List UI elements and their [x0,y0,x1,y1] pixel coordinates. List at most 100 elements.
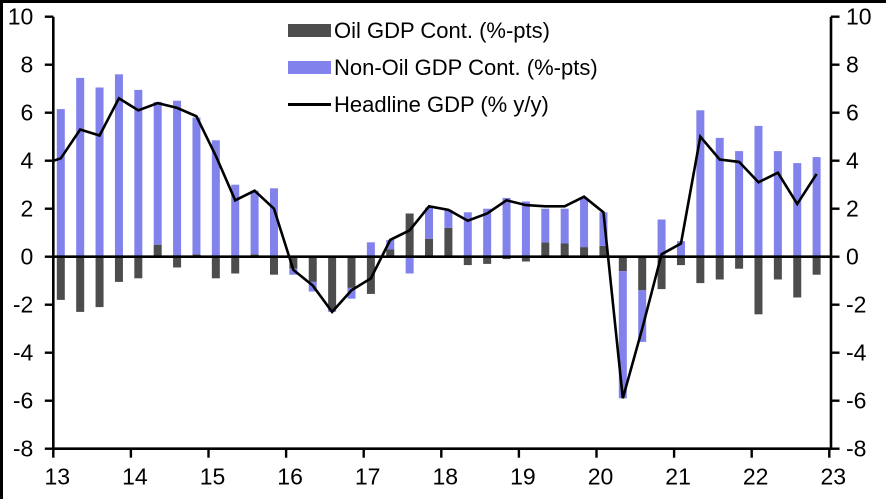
oil-bar [76,256,85,312]
y-axis-label-right: 10 [846,4,872,30]
oil-bar [618,256,627,272]
nonoil-bar [211,140,220,257]
frame-top [0,0,886,3]
nonoil-bar [599,212,608,246]
nonoil-bar [231,184,240,257]
oil-bar [638,256,647,291]
nonoil-bar [618,271,627,399]
nonoil-bar [366,242,375,257]
nonoil-bar [560,208,569,244]
nonoil-bar [173,100,182,257]
oil-bar [95,256,104,308]
nonoil-bar [250,190,259,255]
y-axis-label-right: -6 [846,388,866,414]
oil-bar [812,256,821,275]
legend-label-headline: Headline GDP (% y/y) [334,91,549,117]
y-axis-label-right: 2 [846,196,859,222]
nonoil-bar [95,87,104,257]
y-axis-label-left: 8 [21,52,34,78]
x-axis-label: 21 [665,464,691,490]
nonoil-bar [76,77,85,257]
nonoil-bar [134,89,143,257]
legend-item-nonoil: Non-Oil GDP Cont. (%-pts) [288,49,598,86]
nonoil-bar [405,256,414,274]
oil-bar [211,256,220,279]
oil-bar [153,244,162,257]
nonoil-bar [676,241,685,257]
nonoil-bar [715,137,724,257]
nonoil-bar [269,188,278,257]
nonoil-bar [347,287,356,299]
legend-item-headline: Headline GDP (% y/y) [288,86,598,123]
y-axis-label-left: 10 [8,4,34,30]
nonoil-bar [812,157,821,257]
y-axis-label-left: -8 [13,436,33,462]
nonoil-bar [696,110,705,257]
y-axis-label-left: 6 [21,100,34,126]
x-axis-label: 18 [433,464,459,490]
oil-bar [328,256,337,310]
nonoil-bar [463,212,472,257]
oil-bar [541,242,550,257]
x-axis-label: 14 [122,464,148,490]
oil-bar [773,256,782,280]
headline-line-swatch [288,103,331,106]
x-axis-label: 13 [45,464,71,490]
nonoil-bar [444,209,453,228]
oil-bar [425,238,434,257]
oil-bar [231,256,240,274]
y-axis-label-right: 0 [846,244,859,270]
oil-bar [269,256,278,275]
x-axis-label: 23 [821,464,847,490]
legend-label-nonoil: Non-Oil GDP Cont. (%-pts) [334,54,598,80]
nonoil-bar-swatch [288,61,331,74]
nonoil-bar [386,239,395,250]
y-axis-label-left: 2 [21,196,34,222]
y-axis-label-left: 4 [21,148,34,174]
oil-bar [289,256,298,269]
y-axis-label-right: 6 [846,100,859,126]
oil-bar [735,256,744,269]
nonoil-bar [754,125,763,257]
oil-bar [521,256,530,262]
x-axis-label: 15 [200,464,226,490]
oil-bar [560,243,569,257]
y-axis-label-left: -6 [13,388,33,414]
nonoil-bar [638,290,647,342]
nonoil-bar [773,151,782,257]
y-axis-label-right: 4 [846,148,859,174]
oil-bar [347,256,356,288]
nonoil-bar [793,163,802,257]
y-axis-label-left: -4 [13,340,34,366]
oil-bar [463,256,472,266]
oil-bar [580,247,589,257]
oil-bar [676,256,685,266]
x-axis-label: 17 [355,464,381,490]
y-axis-label-left: -2 [13,292,33,318]
nonoil-bar [521,201,530,257]
oil-bar [483,256,492,264]
nonoil-bar [114,74,123,257]
nonoil-bar [735,151,744,257]
nonoil-bar [502,197,511,257]
x-axis-label: 16 [277,464,303,490]
nonoil-bar [657,219,666,257]
nonoil-bar [483,208,492,257]
y-axis-label-right: -4 [846,340,867,366]
oil-bar [386,249,395,257]
nonoil-bar [425,207,434,239]
nonoil-bar [289,268,298,275]
nonoil-bar [541,208,550,243]
oil-bar [114,256,123,282]
oil-bar-swatch [288,24,331,37]
y-axis-label-right: -2 [846,292,866,318]
legend-label-oil: Oil GDP Cont. (%-pts) [334,17,550,43]
oil-bar [444,227,453,257]
nonoil-bar [580,197,589,248]
nonoil-bar [56,109,65,257]
oil-bar [754,256,763,315]
oil-bar [657,256,666,290]
legend: Oil GDP Cont. (%-pts) Non-Oil GDP Cont. … [288,12,598,123]
oil-bar [56,256,65,300]
x-axis-label: 20 [588,464,614,490]
